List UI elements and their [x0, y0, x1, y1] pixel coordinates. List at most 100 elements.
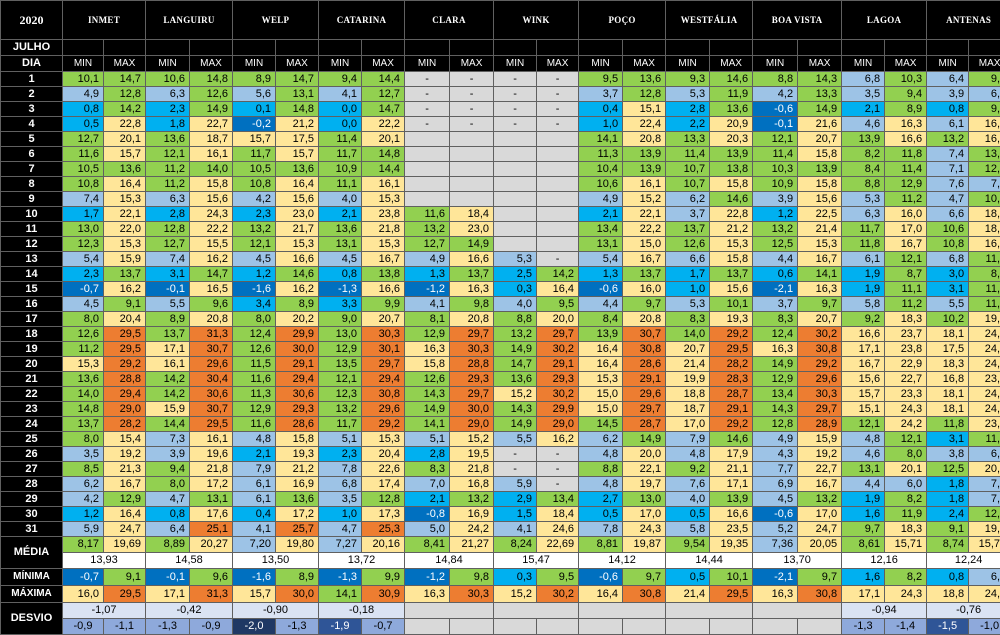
min-temp-cell: [404, 131, 451, 147]
max-temp-cell: 21,8: [361, 221, 406, 237]
min-temp-cell: -: [404, 86, 451, 102]
max-temp-cell: 16,7: [797, 251, 843, 267]
deviation-min-cell: [404, 618, 451, 635]
media-label: MÉDIA: [0, 536, 63, 569]
min-temp-cell: 21,4: [665, 356, 711, 372]
max-temp-cell: 20,1: [102, 131, 147, 147]
min-temp-cell: 4,8: [841, 431, 886, 447]
max-temp-cell: 16,6: [884, 131, 928, 147]
min-temp-cell: 12,6: [62, 326, 104, 342]
min-column-header: MIN: [318, 55, 363, 72]
min-temp-cell: 12,8: [752, 416, 799, 432]
max-temp-cell: 20,8: [449, 311, 495, 327]
min-temp-cell: 5,8: [665, 521, 711, 537]
highest-min-cell: 21,4: [665, 585, 711, 603]
min-temp-cell: 1,7: [665, 266, 711, 282]
max-column-header: MAX: [884, 55, 928, 72]
min-temp-cell: 16,6: [841, 326, 886, 342]
min-temp-cell: 15,8: [404, 356, 451, 372]
min-temp-cell: -: [493, 461, 538, 477]
max-temp-cell: 16,6: [449, 251, 495, 267]
min-temp-cell: 2,8: [404, 446, 451, 462]
avg-max-cell: 20,05: [797, 536, 843, 553]
max-temp-cell: 19,6: [189, 446, 234, 462]
min-temp-cell: 15,6: [841, 371, 886, 387]
min-temp-cell: 0,8: [926, 101, 970, 117]
min-temp-cell: 13,4: [752, 386, 799, 402]
max-temp-cell: 14,0: [189, 161, 234, 177]
max-temp-cell: 29,7: [361, 356, 406, 372]
min-temp-cell: [493, 131, 538, 147]
max-temp-cell: 23,0: [449, 221, 495, 237]
day-number: 22: [0, 386, 63, 402]
max-temp-cell: 21,3: [102, 461, 147, 477]
max-temp-cell: 8,7: [884, 266, 928, 282]
min-temp-cell: 5,4: [62, 251, 104, 267]
min-temp-cell: 17,1: [145, 341, 191, 357]
max-temp-cell: 14,8: [189, 71, 234, 87]
min-column-header: MIN: [926, 55, 970, 72]
avg-min-cell: 8,41: [404, 536, 451, 553]
max-temp-cell: [536, 161, 580, 177]
max-temp-cell: 29,6: [361, 401, 406, 417]
min-temp-cell: 4,1: [404, 296, 451, 312]
header-blank-cell: [884, 39, 928, 56]
min-temp-cell: 18,1: [926, 386, 970, 402]
highest-min-cell: 15,7: [232, 585, 277, 603]
min-temp-cell: 13,1: [578, 236, 624, 252]
max-temp-cell: 19,5: [449, 446, 495, 462]
min-temp-cell: 10,3: [752, 161, 799, 177]
highest-min-cell: 16,3: [404, 585, 451, 603]
min-temp-cell: [493, 236, 538, 252]
header-blank-cell: [493, 39, 538, 56]
max-temp-cell: 16,0: [622, 281, 667, 297]
min-temp-cell: 3,1: [145, 266, 191, 282]
min-temp-cell: 6,8: [926, 251, 970, 267]
min-temp-cell: 7,8: [318, 461, 363, 477]
lowest-min-cell: -2,1: [752, 568, 799, 586]
header-blank-cell: [536, 39, 580, 56]
min-temp-cell: 4,5: [318, 251, 363, 267]
min-temp-cell: 7,9: [665, 431, 711, 447]
min-temp-cell: 1,2: [752, 206, 799, 222]
lowest-min-cell: -0,6: [578, 568, 624, 586]
min-temp-cell: 17,0: [665, 416, 711, 432]
min-temp-cell: 5,3: [665, 296, 711, 312]
day-number: 4: [0, 116, 63, 132]
max-temp-cell: 17,4: [361, 476, 406, 492]
max-temp-cell: [449, 161, 495, 177]
max-temp-cell: [536, 131, 580, 147]
min-temp-cell: 2,3: [62, 266, 104, 282]
min-temp-cell: 0,0: [318, 101, 363, 117]
min-temp-cell: 10,8: [232, 176, 277, 192]
max-temp-cell: -: [449, 101, 495, 117]
min-temp-cell: 5,9: [62, 521, 104, 537]
max-temp-cell: 13,8: [709, 161, 754, 177]
max-temp-cell: 30,3: [797, 386, 843, 402]
min-temp-cell: 2,3: [318, 446, 363, 462]
max-temp-cell: 16,4: [275, 176, 320, 192]
max-temp-cell: 16,7: [797, 476, 843, 492]
min-temp-cell: -0,6: [752, 506, 799, 522]
min-temp-cell: 1,8: [926, 476, 970, 492]
min-temp-cell: 1,3: [404, 266, 451, 282]
min-temp-cell: 6,3: [841, 206, 886, 222]
min-column-header: MIN: [841, 55, 886, 72]
max-temp-cell: 8,9: [968, 266, 1000, 282]
max-temp-cell: 18,3: [884, 521, 928, 537]
min-temp-cell: 6,2: [62, 476, 104, 492]
max-temp-cell: 13,2: [797, 491, 843, 507]
day-number: 5: [0, 131, 63, 147]
max-column-header: MAX: [968, 55, 1000, 72]
min-temp-cell: -: [493, 446, 538, 462]
max-temp-cell: [449, 131, 495, 147]
min-column-header: MIN: [493, 55, 538, 72]
station-name: LAGOA: [841, 0, 928, 40]
min-temp-cell: 5,5: [493, 431, 538, 447]
max-temp-cell: 23,5: [709, 521, 754, 537]
max-column-header: MAX: [102, 55, 147, 72]
max-temp-cell: 7,6: [968, 176, 1000, 192]
station-name: INMET: [61, 0, 147, 40]
max-temp-cell: 24,6: [968, 326, 1000, 342]
station-name: ANTENAS: [926, 0, 1000, 40]
